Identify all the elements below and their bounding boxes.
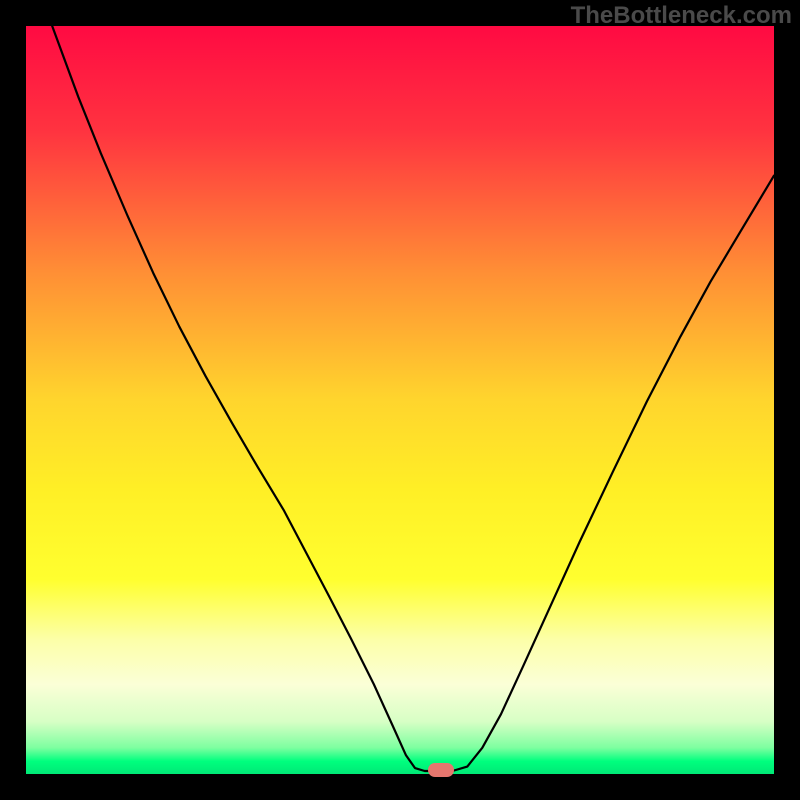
watermark-text: TheBottleneck.com [571,2,792,30]
curve-path [52,26,774,771]
bottleneck-curve [26,26,774,774]
outer-frame: TheBottleneck.com [0,0,800,800]
plot-area [26,26,774,774]
optimal-point-marker [428,763,454,777]
